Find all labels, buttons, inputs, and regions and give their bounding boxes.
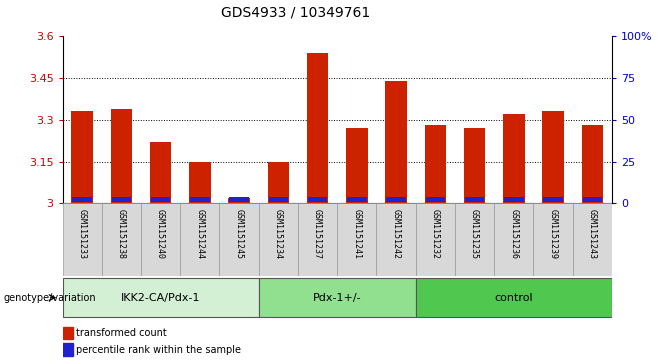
Bar [416, 203, 455, 276]
Bar [268, 197, 288, 203]
Text: IKK2-CA/Pdx-1: IKK2-CA/Pdx-1 [121, 293, 201, 303]
Bar [220, 203, 259, 276]
Text: transformed count: transformed count [76, 328, 167, 338]
Bar [572, 203, 612, 276]
Text: GSM1151232: GSM1151232 [431, 209, 440, 259]
Bar [259, 278, 416, 317]
Bar [582, 197, 602, 203]
Bar [544, 197, 563, 203]
Bar [426, 197, 445, 203]
Bar [180, 203, 220, 276]
Bar [63, 278, 259, 317]
Bar [464, 128, 486, 203]
Bar [63, 327, 74, 339]
Text: GSM1151235: GSM1151235 [470, 209, 479, 259]
Bar [542, 111, 564, 203]
Bar [228, 198, 250, 203]
Bar [71, 111, 93, 203]
Text: GSM1151239: GSM1151239 [549, 209, 557, 259]
Bar [63, 343, 74, 356]
Bar [72, 197, 92, 203]
Bar [424, 125, 446, 203]
Text: Pdx-1+/-: Pdx-1+/- [313, 293, 361, 303]
Bar [376, 203, 416, 276]
Text: genotype/variation: genotype/variation [3, 293, 96, 303]
Bar [494, 203, 534, 276]
Bar [347, 197, 367, 203]
Bar [386, 197, 406, 203]
Bar [465, 197, 484, 203]
Bar [337, 203, 376, 276]
Bar [268, 162, 289, 203]
Bar [346, 128, 368, 203]
Bar [189, 162, 211, 203]
Bar [504, 197, 524, 203]
Bar [259, 203, 298, 276]
Bar [534, 203, 572, 276]
Text: GSM1151238: GSM1151238 [117, 209, 126, 259]
Bar [150, 142, 172, 203]
Bar [63, 203, 102, 276]
Bar [111, 109, 132, 203]
Bar [416, 278, 612, 317]
Bar [112, 197, 131, 203]
Bar [307, 53, 328, 203]
Text: GSM1151241: GSM1151241 [352, 209, 361, 259]
Text: GSM1151234: GSM1151234 [274, 209, 283, 259]
Bar [230, 197, 249, 203]
Bar [141, 203, 180, 276]
Text: GSM1151243: GSM1151243 [588, 209, 597, 259]
Text: GDS4933 / 10349761: GDS4933 / 10349761 [222, 5, 370, 20]
Bar [102, 203, 141, 276]
Text: GSM1151233: GSM1151233 [78, 209, 87, 259]
Text: GSM1151244: GSM1151244 [195, 209, 205, 259]
Text: control: control [495, 293, 533, 303]
Bar [503, 114, 524, 203]
Bar [298, 203, 338, 276]
Bar [190, 197, 210, 203]
Text: GSM1151242: GSM1151242 [392, 209, 401, 259]
Bar [455, 203, 494, 276]
Bar [582, 125, 603, 203]
Text: GSM1151236: GSM1151236 [509, 209, 519, 259]
Text: GSM1151240: GSM1151240 [156, 209, 165, 259]
Bar [151, 197, 170, 203]
Text: GSM1151237: GSM1151237 [313, 209, 322, 259]
Bar [386, 81, 407, 203]
Bar [308, 197, 327, 203]
Text: percentile rank within the sample: percentile rank within the sample [76, 344, 241, 355]
Text: GSM1151245: GSM1151245 [235, 209, 243, 259]
